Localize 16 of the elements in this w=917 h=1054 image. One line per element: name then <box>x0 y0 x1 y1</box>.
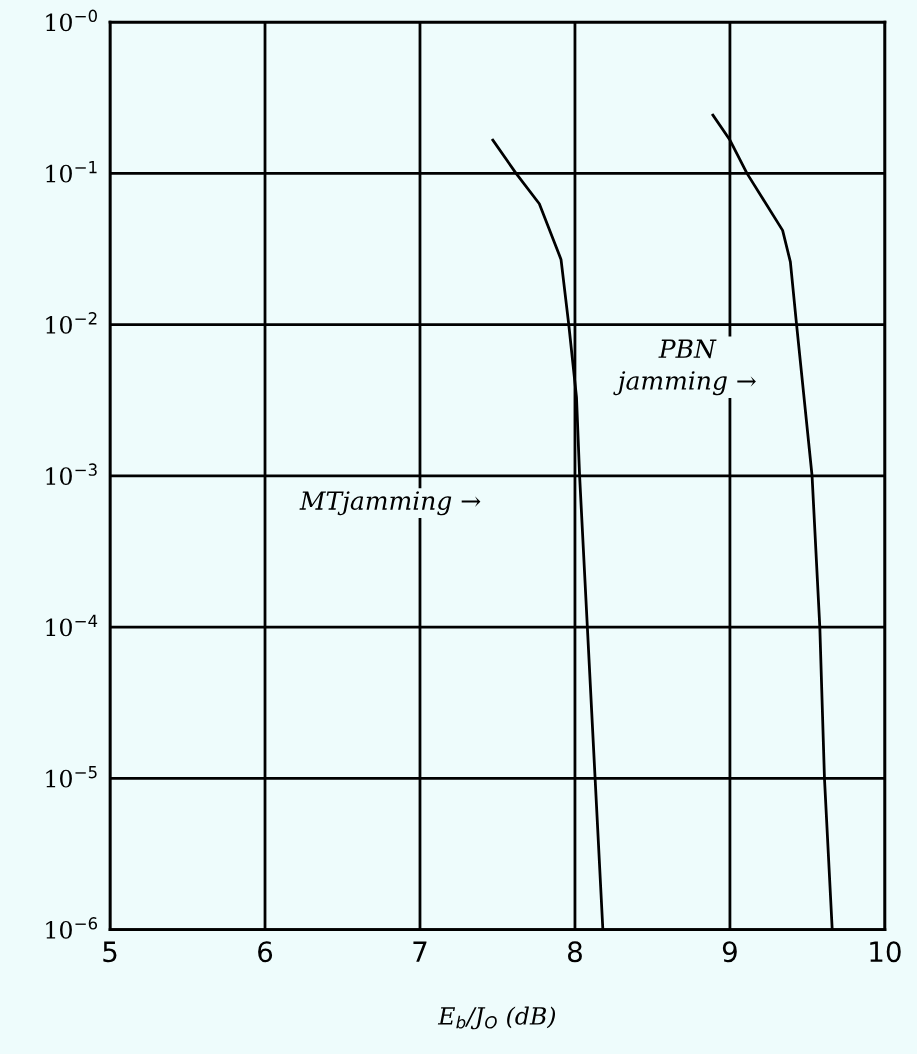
x-tick-label: 7 <box>413 941 427 962</box>
x-tick-label: 6 <box>258 941 273 963</box>
y-tick-label: 10$^{−2}$ <box>46 312 97 334</box>
y-tick-label: 10$^{−4}$ <box>46 614 98 637</box>
y-tick-label: 10$^{−3}$ <box>46 463 97 486</box>
x-axis-title: E$_{b}$/J$_{O}$ (dB) <box>437 1006 556 1030</box>
x-tick-label: 10 <box>870 941 901 963</box>
y-tick-label: 10$^{−0}$ <box>46 9 97 32</box>
y-tick-label: 10$^{−5}$ <box>46 766 97 788</box>
y-tick-label: 10$^{−6}$ <box>46 917 98 939</box>
x-tick-label: 9 <box>722 941 737 963</box>
y-tick-label: 10$^{−1}$ <box>46 161 97 183</box>
annotation: MTjamming → <box>299 491 481 516</box>
annotation: PBN jamming → <box>613 339 756 396</box>
x-tick-label: 8 <box>568 941 582 963</box>
x-tick-label: 5 <box>103 941 117 963</box>
